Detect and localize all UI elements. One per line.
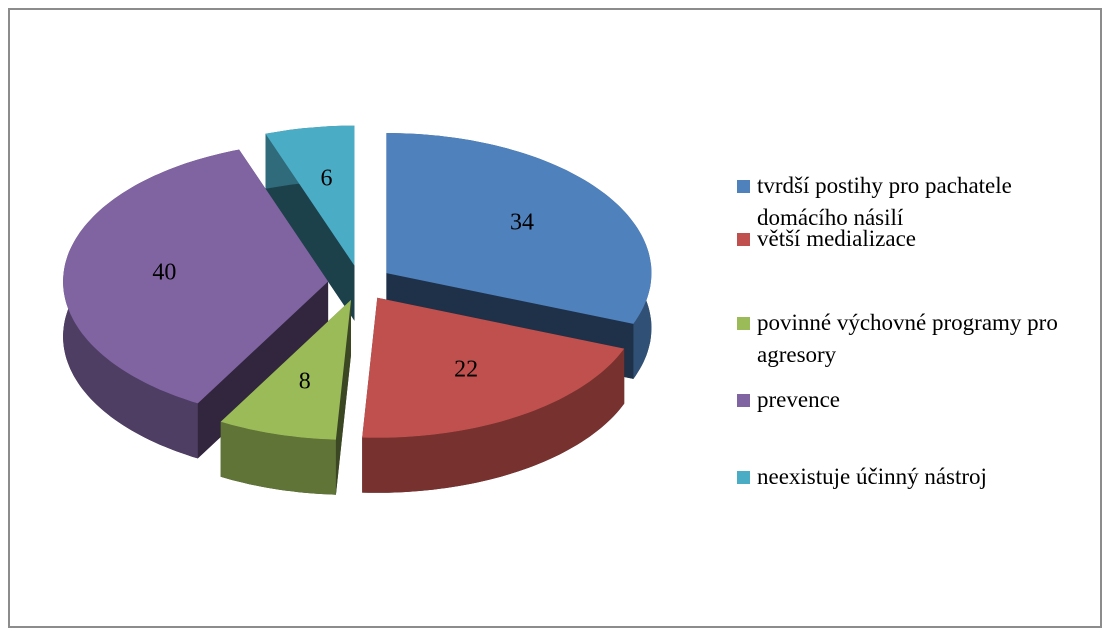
legend-label: tvrdší postihy pro pachatele domácího ná… [757, 173, 1012, 230]
slice-top [220, 299, 351, 440]
slice [220, 299, 351, 495]
slice-top [386, 133, 652, 324]
legend-label: prevence [757, 387, 840, 412]
legend-swatch [737, 317, 750, 330]
data-label: 8 [299, 369, 311, 395]
slice-top [362, 297, 625, 438]
legend-item: prevence [737, 384, 1087, 416]
slice-outer-wall [220, 421, 336, 495]
legend-swatch [737, 233, 750, 246]
legend-item: neexistuje účinný nástroj [737, 461, 1087, 493]
slice-top [265, 125, 355, 266]
legend-label: povinné výchovné programy pro agresory [757, 310, 1058, 367]
data-label: 6 [321, 166, 333, 192]
slice [362, 297, 625, 493]
slice-outer-wall [362, 348, 625, 493]
legend-item: tvrdší postihy pro pachatele domácího ná… [737, 170, 1087, 234]
slice-top [63, 149, 329, 404]
data-label: 34 [510, 210, 534, 236]
legend-label: větší medializace [757, 226, 917, 251]
legend-item: povinné výchovné programy pro agresory [737, 307, 1087, 371]
slice [265, 125, 355, 321]
data-label: 22 [454, 356, 478, 382]
legend-item: větší medializace [737, 223, 1087, 255]
legend-label: neexistuje účinný nástroj [757, 464, 987, 489]
legend-swatch [737, 394, 750, 407]
legend-swatch [737, 180, 750, 193]
data-label: 40 [152, 260, 176, 286]
legend-swatch [737, 471, 750, 484]
